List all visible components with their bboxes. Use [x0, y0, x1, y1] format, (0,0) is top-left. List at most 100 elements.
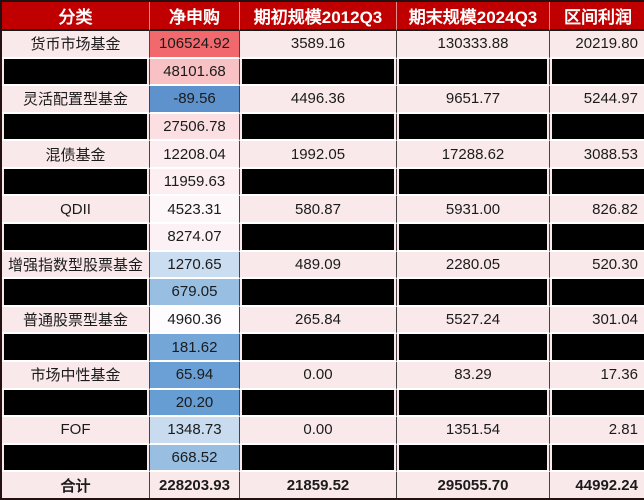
censor-bar [4, 279, 147, 305]
col-header-begin-scale-2012q3: 期初规模2012Q3 [240, 2, 397, 31]
censor-bar [552, 334, 644, 360]
net-subscription-cell: 679.05 [150, 279, 240, 307]
profit-cell: 20219.80 [550, 31, 644, 59]
category-cell: FOF [2, 417, 150, 445]
begin-scale-cell: 0.00 [240, 417, 397, 445]
censor-bar [399, 58, 547, 85]
category-cell [2, 224, 150, 252]
censor-bar [4, 113, 147, 140]
redacted-row: 48101.68 [2, 58, 644, 87]
profit-cell [550, 389, 644, 418]
censor-bar [399, 168, 547, 195]
data-row: FOF 1348.73 0.00 1351.54 2.81 [2, 417, 644, 445]
data-row: QDII 4523.31 580.87 5931.00 826.82 [2, 196, 644, 225]
net-subscription-cell: 27506.78 [150, 113, 240, 142]
category-cell [2, 444, 150, 473]
censor-bar [552, 279, 644, 305]
end-scale-cell [397, 168, 550, 197]
redacted-row: 20.20 [2, 389, 644, 418]
profit-cell: 2.81 [550, 417, 644, 445]
net-subscription-cell: -89.56 [150, 86, 240, 114]
table-body: 货币市场基金 106524.92 3589.16 130333.88 20219.80 4… [2, 31, 644, 498]
end-scale-cell [397, 58, 550, 87]
censor-bar [4, 58, 147, 85]
col-header-category: 分类 [2, 2, 150, 31]
data-row: 增强指数型股票基金 1270.65 489.09 2280.05 520.30 [2, 251, 644, 280]
end-scale-cell [397, 334, 550, 362]
end-scale-cell: 5527.24 [397, 306, 550, 335]
censor-bar [399, 444, 547, 471]
redacted-row: 8274.07 [2, 224, 644, 252]
begin-scale-cell [240, 58, 397, 87]
end-scale-cell: 5931.00 [397, 196, 550, 225]
profit-cell: 3088.53 [550, 141, 644, 169]
censor-bar [242, 334, 394, 360]
end-scale-cell [397, 444, 550, 473]
end-scale-cell [397, 113, 550, 142]
category-cell: 灵活配置型基金 [2, 86, 150, 114]
begin-scale-cell: 1992.05 [240, 141, 397, 169]
redacted-row: 27506.78 [2, 113, 644, 142]
begin-scale-cell: 265.84 [240, 306, 397, 335]
col-header-interval-profit: 区间利润 [550, 2, 644, 31]
begin-scale-cell [240, 334, 397, 362]
profit-cell: 826.82 [550, 196, 644, 225]
data-row: 灵活配置型基金 -89.56 4496.36 9651.77 5244.97 [2, 86, 644, 114]
header-row: 分类 净申购 期初规模2012Q3 期末规模2024Q3 区间利润 [2, 2, 644, 31]
censor-bar [552, 58, 644, 85]
begin-scale-cell: 580.87 [240, 196, 397, 225]
begin-scale-cell [240, 444, 397, 473]
redacted-row: 11959.63 [2, 168, 644, 197]
net-subscription-cell: 20.20 [150, 389, 240, 418]
net-subscription-cell: 1270.65 [150, 251, 240, 280]
category-cell [2, 279, 150, 307]
profit-cell: 520.30 [550, 251, 644, 280]
net-subscription-cell: 65.94 [150, 361, 240, 390]
end-scale-cell: 295055.70 [397, 472, 550, 498]
profit-cell [550, 444, 644, 473]
category-cell: QDII [2, 196, 150, 225]
category-cell: 增强指数型股票基金 [2, 251, 150, 280]
category-cell: 货币市场基金 [2, 31, 150, 59]
redacted-row: 668.52 [2, 444, 644, 473]
total-row: 合计 228203.93 21859.52 295055.70 44992.24 [2, 472, 644, 498]
end-scale-cell: 83.29 [397, 361, 550, 390]
end-scale-cell: 2280.05 [397, 251, 550, 280]
censor-bar [242, 224, 394, 250]
end-scale-cell: 130333.88 [397, 31, 550, 59]
profit-cell: 17.36 [550, 361, 644, 390]
censor-bar [4, 224, 147, 250]
profit-cell [550, 224, 644, 252]
end-scale-cell [397, 389, 550, 418]
net-subscription-cell: 11959.63 [150, 168, 240, 197]
begin-scale-cell [240, 224, 397, 252]
category-cell [2, 168, 150, 197]
censor-bar [399, 389, 547, 416]
begin-scale-cell [240, 279, 397, 307]
profit-cell [550, 58, 644, 87]
net-subscription-cell: 4523.31 [150, 196, 240, 225]
censor-bar [399, 113, 547, 140]
net-subscription-cell: 4960.36 [150, 306, 240, 335]
profit-cell [550, 279, 644, 307]
profit-cell: 5244.97 [550, 86, 644, 114]
censor-bar [552, 224, 644, 250]
censor-bar [4, 168, 147, 195]
profit-cell: 301.04 [550, 306, 644, 335]
redacted-row: 679.05 [2, 279, 644, 307]
net-subscription-cell: 48101.68 [150, 58, 240, 87]
censor-bar [242, 279, 394, 305]
data-row: 混债基金 12208.04 1992.05 17288.62 3088.53 [2, 141, 644, 169]
net-subscription-cell: 106524.92 [150, 31, 240, 59]
category-cell: 合计 [2, 472, 150, 498]
censor-bar [399, 224, 547, 250]
category-cell [2, 334, 150, 362]
end-scale-cell: 9651.77 [397, 86, 550, 114]
net-subscription-cell: 668.52 [150, 444, 240, 473]
category-cell: 市场中性基金 [2, 361, 150, 390]
net-subscription-cell: 1348.73 [150, 417, 240, 445]
censor-bar [552, 444, 644, 471]
begin-scale-cell: 489.09 [240, 251, 397, 280]
